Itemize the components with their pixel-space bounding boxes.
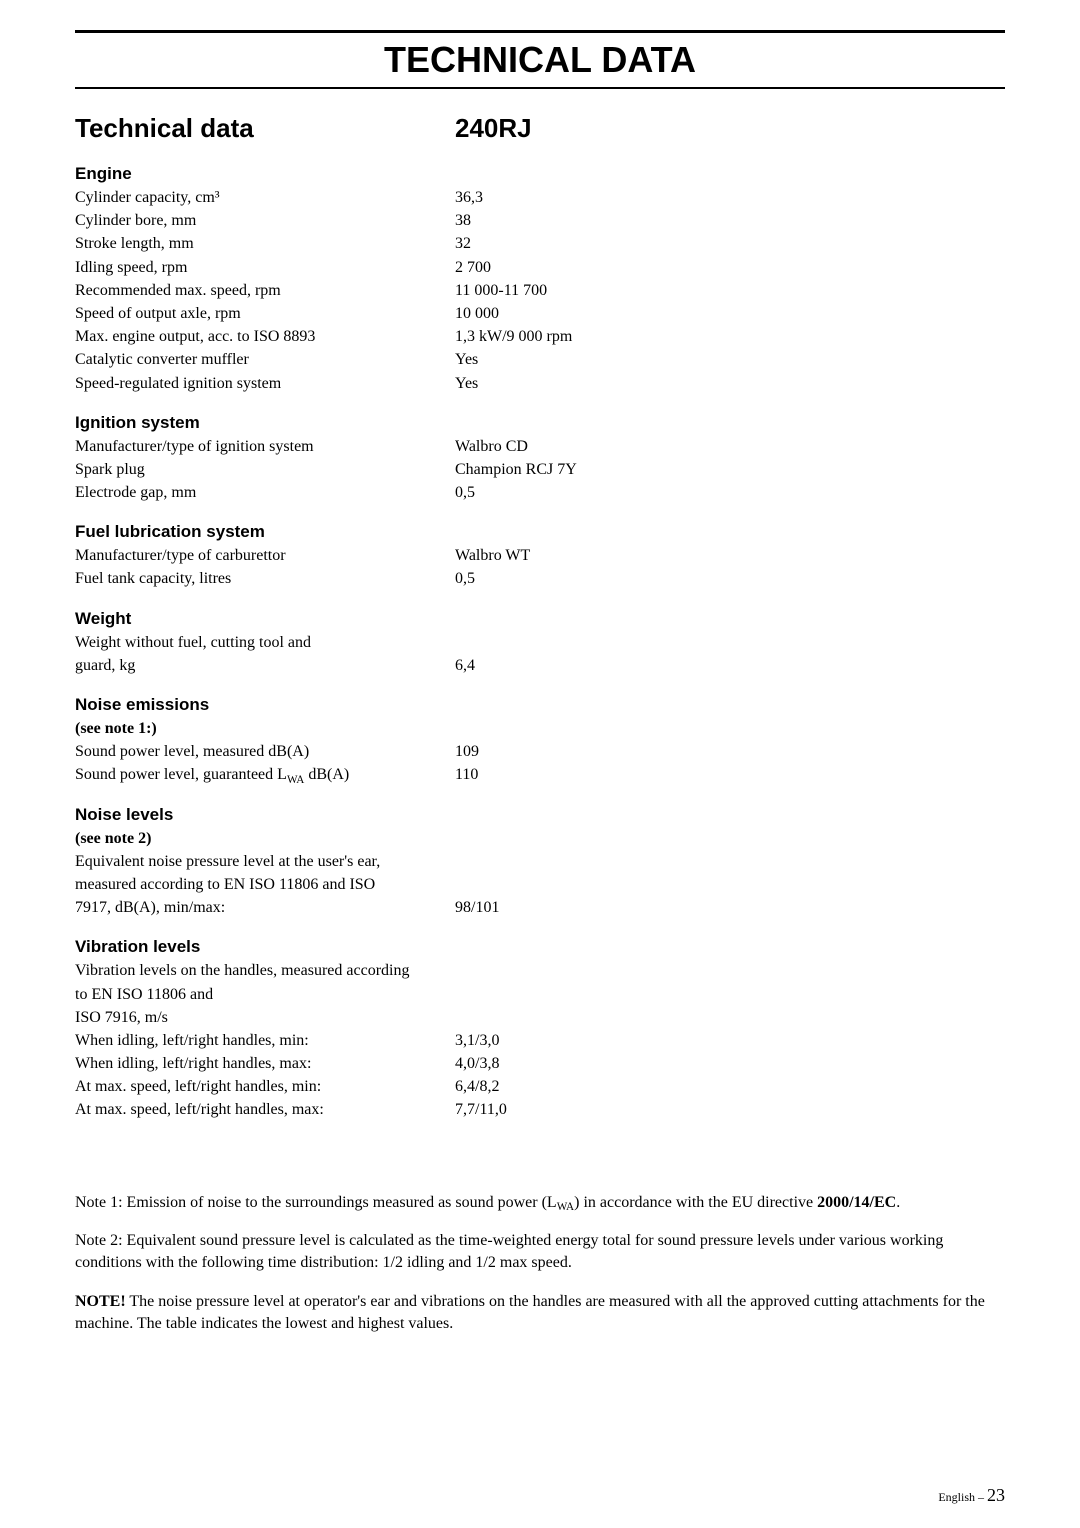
data-label: Fuel tank capacity, litres — [75, 567, 455, 590]
section-ignition: Ignition system Manufacturer/type of ign… — [75, 413, 1005, 505]
data-value: 3,1/3,0 — [455, 1029, 499, 1052]
data-label: At max. speed, left/right handles, max: — [75, 1098, 455, 1121]
section-subnote: (see note 1:) — [75, 717, 1005, 740]
section-header: Vibration levels — [75, 937, 1005, 957]
section-fuel: Fuel lubrication system Manufacturer/typ… — [75, 522, 1005, 590]
data-value: 11 000-11 700 — [455, 279, 547, 302]
data-value: 10 000 — [455, 302, 499, 325]
data-row: Cylinder capacity, cm³36,3 — [75, 186, 1005, 209]
data-label: measured according to EN ISO 11806 and I… — [75, 873, 505, 896]
note-3: NOTE! The noise pressure level at operat… — [75, 1291, 1005, 1336]
data-row: Manufacturer/type of carburettorWalbro W… — [75, 544, 1005, 567]
data-value: 6,4 — [455, 654, 475, 677]
data-value: 109 — [455, 740, 479, 763]
data-row: Manufacturer/type of ignition systemWalb… — [75, 435, 1005, 458]
data-value: Yes — [455, 348, 478, 371]
data-label: Recommended max. speed, rpm — [75, 279, 455, 302]
section-header: Fuel lubrication system — [75, 522, 1005, 542]
data-row: At max. speed, left/right handles, max:7… — [75, 1098, 1005, 1121]
data-value: Champion RCJ 7Y — [455, 458, 577, 481]
data-label: When idling, left/right handles, min: — [75, 1029, 455, 1052]
section-noise-emissions: Noise emissions (see note 1:) Sound powe… — [75, 695, 1005, 787]
subtitle-left: Technical data — [75, 113, 455, 144]
subtitle-row: Technical data 240RJ — [75, 113, 1005, 144]
section-weight: Weight Weight without fuel, cutting tool… — [75, 609, 1005, 677]
data-row: Recommended max. speed, rpm11 000-11 700 — [75, 279, 1005, 302]
data-row: Idling speed, rpm2 700 — [75, 256, 1005, 279]
section-header: Ignition system — [75, 413, 1005, 433]
data-row: When idling, left/right handles, min:3,1… — [75, 1029, 1005, 1052]
section-vibration: Vibration levels Vibration levels on the… — [75, 937, 1005, 1121]
data-value: 110 — [455, 763, 478, 786]
data-row: Stroke length, mm32 — [75, 232, 1005, 255]
data-label: At max. speed, left/right handles, min: — [75, 1075, 455, 1098]
data-row: Cylinder bore, mm38 — [75, 209, 1005, 232]
data-value: 32 — [455, 232, 471, 255]
data-value: 7,7/11,0 — [455, 1098, 507, 1121]
data-row: Speed-regulated ignition systemYes — [75, 372, 1005, 395]
section-engine: Engine Cylinder capacity, cm³36,3Cylinde… — [75, 164, 1005, 395]
data-label: Equivalent noise pressure level at the u… — [75, 850, 505, 873]
data-row: Speed of output axle, rpm10 000 — [75, 302, 1005, 325]
data-value: Walbro CD — [455, 435, 528, 458]
data-row: Fuel tank capacity, litres0,5 — [75, 567, 1005, 590]
data-label: Catalytic converter muffler — [75, 348, 455, 371]
subtitle-right: 240RJ — [455, 113, 532, 144]
data-label: Manufacturer/type of ignition system — [75, 435, 455, 458]
data-label: Cylinder bore, mm — [75, 209, 455, 232]
data-label: Weight without fuel, cutting tool and — [75, 631, 455, 654]
section-header: Engine — [75, 164, 1005, 184]
notes-section: Note 1: Emission of noise to the surroun… — [75, 1192, 1005, 1336]
section-subnote: (see note 2) — [75, 827, 1005, 850]
data-value: 2 700 — [455, 256, 491, 279]
data-label: ISO 7916, m/s — [75, 1006, 505, 1029]
data-label: Max. engine output, acc. to ISO 8893 — [75, 325, 455, 348]
data-label: When idling, left/right handles, max: — [75, 1052, 455, 1075]
data-label: Sound power level, measured dB(A) — [75, 740, 455, 763]
data-label: Vibration levels on the handles, measure… — [75, 959, 505, 982]
data-label: Manufacturer/type of carburettor — [75, 544, 455, 567]
note-1: Note 1: Emission of noise to the surroun… — [75, 1192, 1005, 1214]
data-value: 0,5 — [455, 567, 475, 590]
data-value: 38 — [455, 209, 471, 232]
page-title: TECHNICAL DATA — [75, 39, 1005, 87]
data-value: Walbro WT — [455, 544, 530, 567]
section-noise-levels: Noise levels (see note 2) Equivalent noi… — [75, 805, 1005, 920]
note-2: Note 2: Equivalent sound pressure level … — [75, 1230, 1005, 1275]
data-value: 0,5 — [455, 481, 475, 504]
data-label: Sound power level, guaranteed LWA dB(A) — [75, 763, 455, 786]
data-label: Idling speed, rpm — [75, 256, 455, 279]
data-label: Cylinder capacity, cm³ — [75, 186, 455, 209]
data-label: Spark plug — [75, 458, 455, 481]
section-header: Noise emissions — [75, 695, 1005, 715]
data-label: Speed-regulated ignition system — [75, 372, 455, 395]
data-row: Max. engine output, acc. to ISO 88931,3 … — [75, 325, 1005, 348]
data-value: 98/101 — [455, 896, 499, 919]
data-value: Yes — [455, 372, 478, 395]
data-label: Stroke length, mm — [75, 232, 455, 255]
section-header: Noise levels — [75, 805, 1005, 825]
data-label: Speed of output axle, rpm — [75, 302, 455, 325]
data-label: Electrode gap, mm — [75, 481, 455, 504]
data-label: to EN ISO 11806 and — [75, 983, 505, 1006]
data-row: Catalytic converter mufflerYes — [75, 348, 1005, 371]
data-value: 36,3 — [455, 186, 483, 209]
page-footer: English – 23 — [938, 1485, 1005, 1506]
data-row: When idling, left/right handles, max:4,0… — [75, 1052, 1005, 1075]
data-row: At max. speed, left/right handles, min:6… — [75, 1075, 1005, 1098]
data-value: 6,4/8,2 — [455, 1075, 499, 1098]
data-label: guard, kg — [75, 654, 455, 677]
data-value: 4,0/3,8 — [455, 1052, 499, 1075]
data-value: 1,3 kW/9 000 rpm — [455, 325, 572, 348]
data-label: 7917, dB(A), min/max: — [75, 896, 455, 919]
data-row: Spark plugChampion RCJ 7Y — [75, 458, 1005, 481]
data-row: Electrode gap, mm0,5 — [75, 481, 1005, 504]
section-header: Weight — [75, 609, 1005, 629]
